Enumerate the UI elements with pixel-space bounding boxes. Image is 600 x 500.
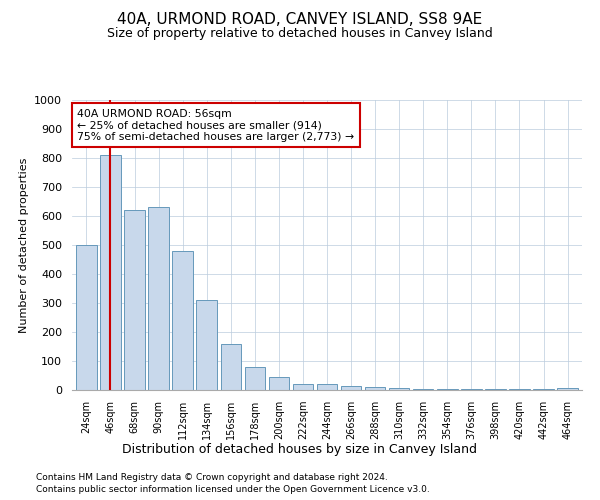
Bar	[221, 344, 241, 390]
Bar	[293, 384, 313, 390]
Bar	[172, 251, 193, 390]
Text: Distribution of detached houses by size in Canvey Island: Distribution of detached houses by size …	[122, 442, 478, 456]
Text: 40A, URMOND ROAD, CANVEY ISLAND, SS8 9AE: 40A, URMOND ROAD, CANVEY ISLAND, SS8 9AE	[118, 12, 482, 28]
Bar	[389, 388, 409, 390]
Bar	[124, 210, 145, 390]
Bar	[245, 367, 265, 390]
Bar	[557, 388, 578, 390]
Y-axis label: Number of detached properties: Number of detached properties	[19, 158, 29, 332]
Text: Size of property relative to detached houses in Canvey Island: Size of property relative to detached ho…	[107, 28, 493, 40]
Bar	[461, 389, 482, 390]
Bar	[196, 300, 217, 390]
Text: 40A URMOND ROAD: 56sqm
← 25% of detached houses are smaller (914)
75% of semi-de: 40A URMOND ROAD: 56sqm ← 25% of detached…	[77, 108, 354, 142]
Bar	[341, 386, 361, 390]
Bar	[437, 389, 458, 390]
Bar	[100, 155, 121, 390]
Text: Contains public sector information licensed under the Open Government Licence v3: Contains public sector information licen…	[36, 485, 430, 494]
Text: Contains HM Land Registry data © Crown copyright and database right 2024.: Contains HM Land Registry data © Crown c…	[36, 472, 388, 482]
Bar	[413, 388, 433, 390]
Bar	[269, 377, 289, 390]
Bar	[148, 208, 169, 390]
Bar	[485, 389, 506, 390]
Bar	[365, 387, 385, 390]
Bar	[317, 384, 337, 390]
Bar	[76, 245, 97, 390]
